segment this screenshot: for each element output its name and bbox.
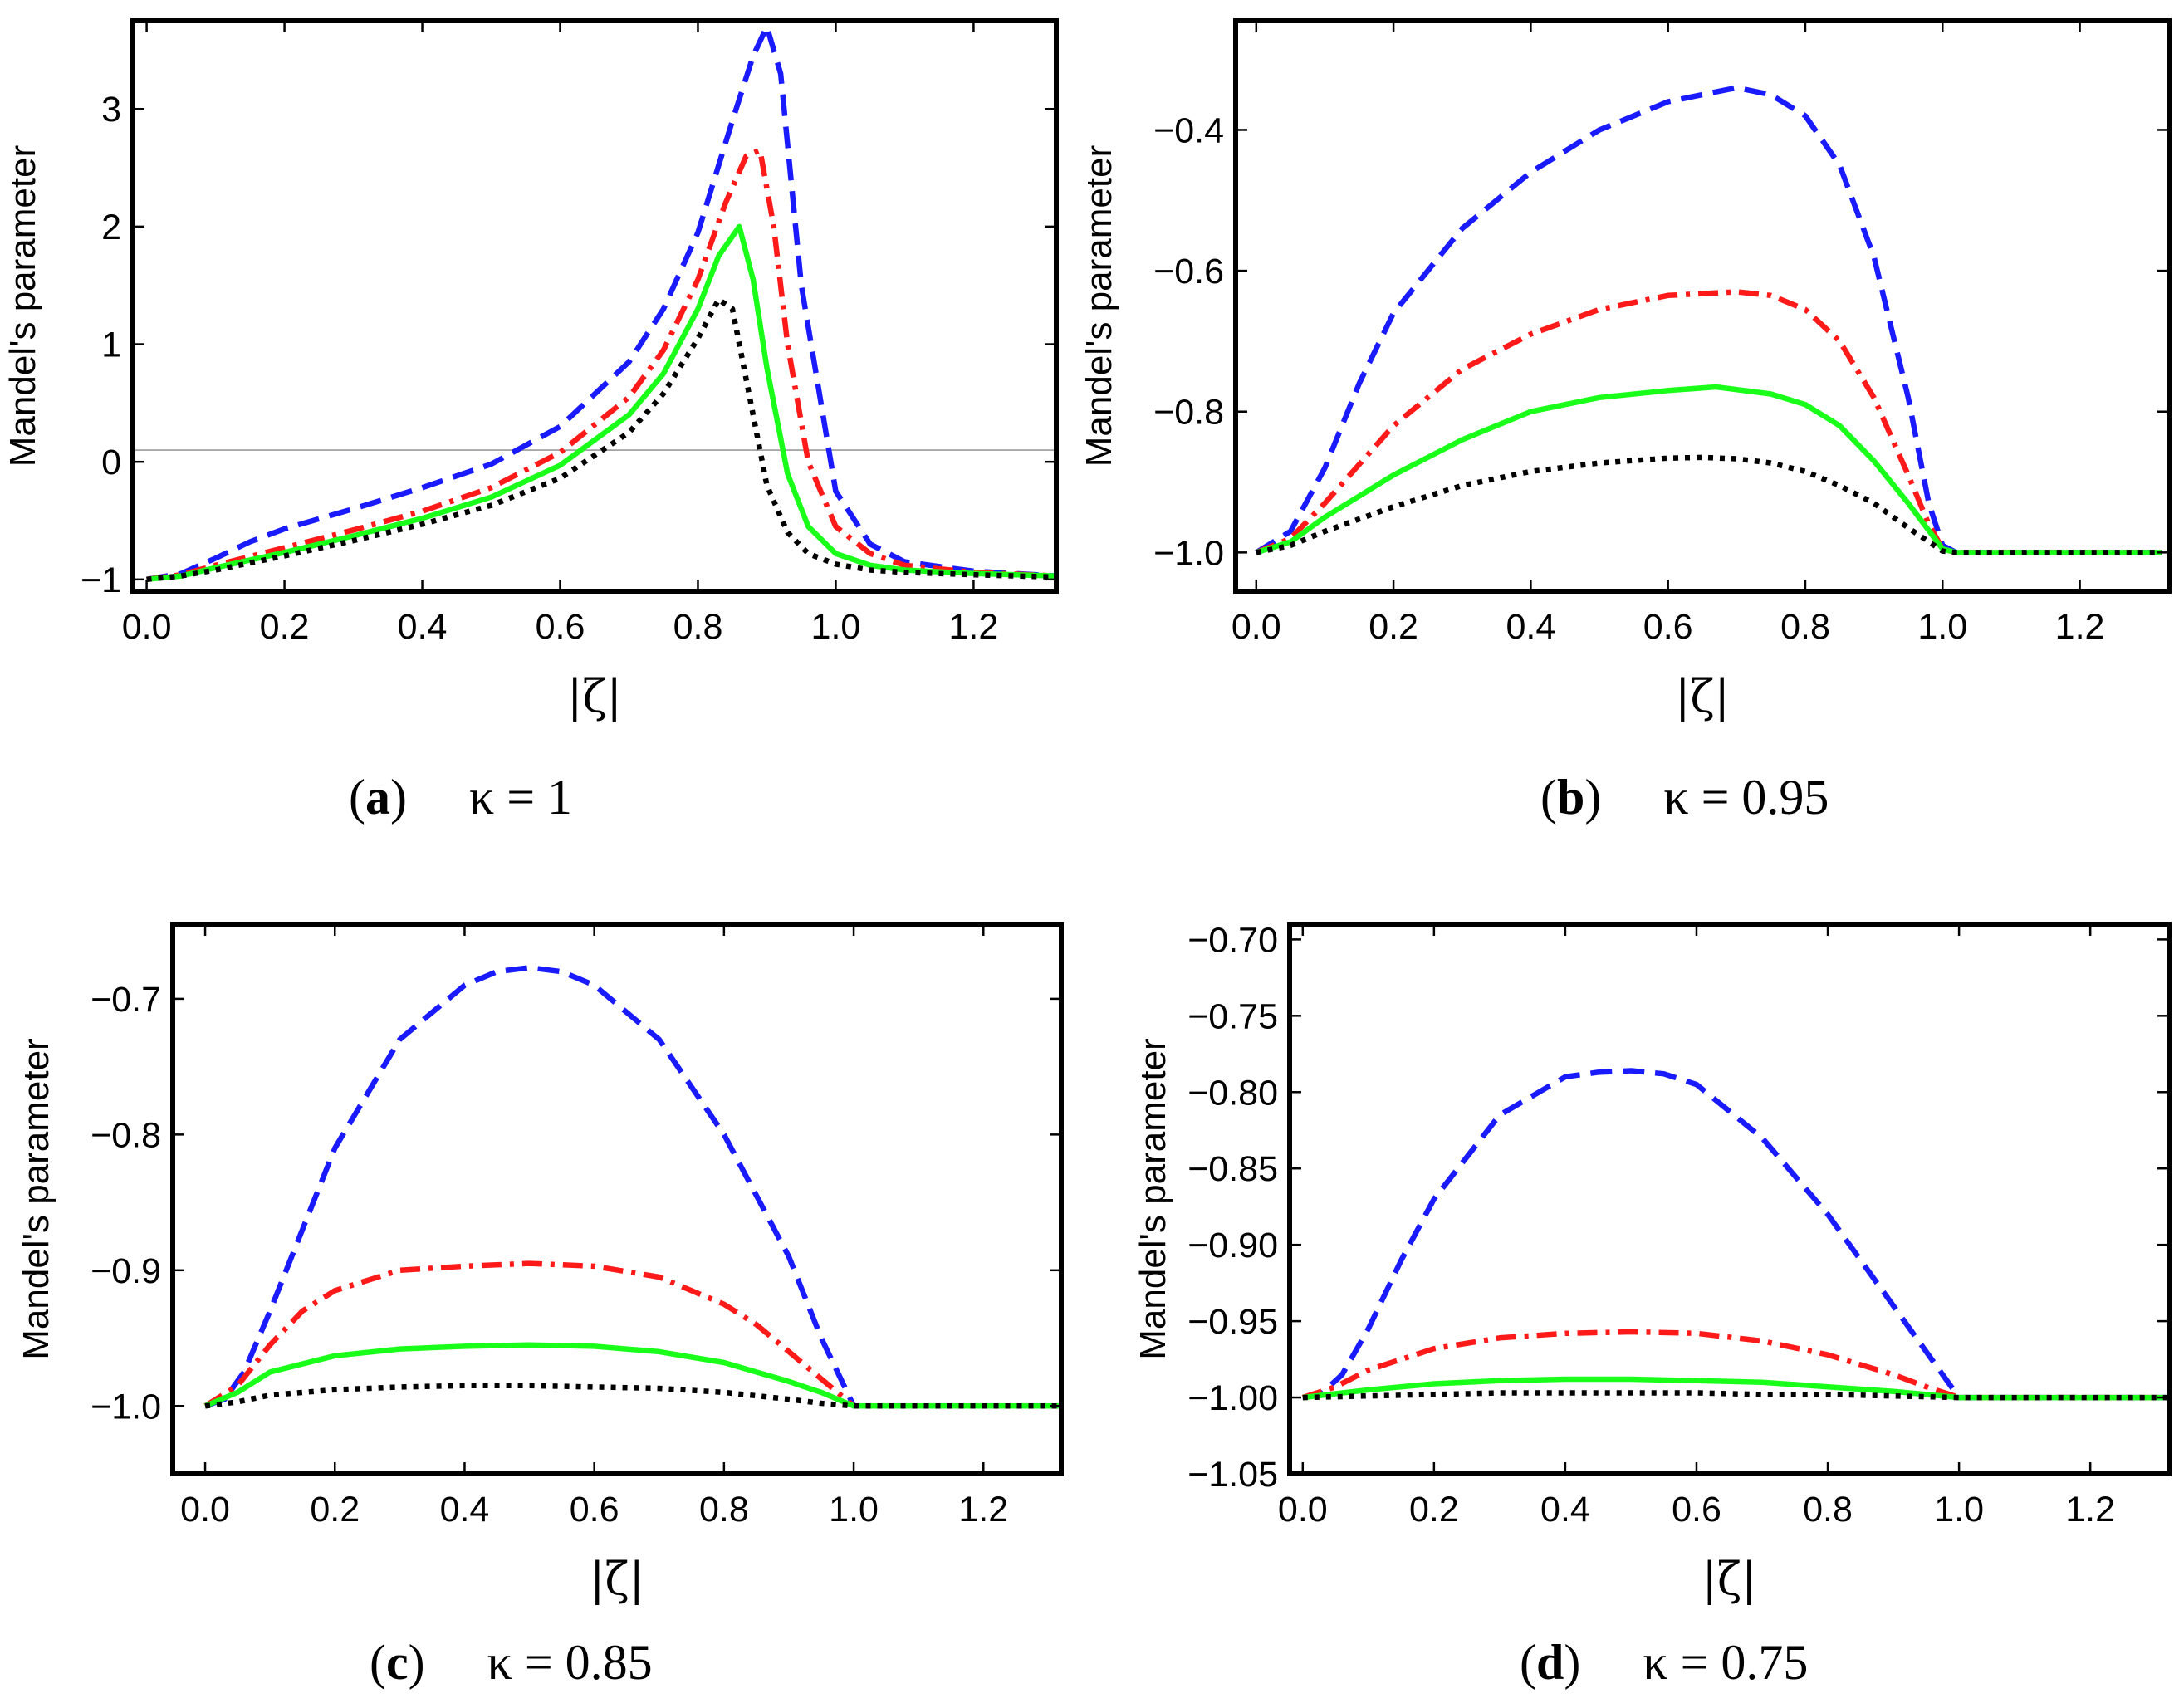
chart-panel-b: 0.0 0.2 0.4 0.6 0.8 1.0 1.2 −1.0 −0.8 −0.6 −0.4 |ζ|… (1079, 18, 2172, 825)
x-tick-label: 0.4 (1540, 1490, 1590, 1529)
y-tick-label: −0.75 (1187, 996, 1278, 1036)
y-tick-label: −0.7 (91, 980, 161, 1020)
y-tick-label: −0.85 (1187, 1149, 1278, 1189)
x-tick-label: 0.2 (1409, 1490, 1459, 1529)
x-tick-label: 0.0 (1278, 1490, 1328, 1529)
x-axis-title: |ζ| (1675, 670, 1730, 722)
x-tick-label: 0.6 (1672, 1490, 1721, 1529)
series-line-black-dotted (1256, 454, 2162, 555)
y-tick-label: −0.6 (1153, 252, 1224, 291)
x-tick-label: 0.4 (1506, 607, 1555, 647)
y-tick-label: −1.05 (1187, 1455, 1278, 1495)
x-tick-label: 1.0 (811, 607, 861, 647)
y-axis-title: Mandel's parameter (16, 1038, 56, 1359)
y-tick-label: −0.95 (1187, 1302, 1278, 1342)
series-group (1301, 1068, 2169, 1401)
caption-equation: κ = 0.85 (487, 1635, 653, 1690)
x-axis-title: |ζ| (590, 1553, 644, 1605)
x-tick-label: 1.0 (1934, 1490, 1984, 1529)
x-tick-label: 0.6 (536, 607, 585, 647)
y-tick-label: −0.9 (91, 1251, 161, 1291)
chart-panel-d: 0.0 0.2 0.4 0.6 0.8 1.0 1.2 −1.05 −1.00 −0.95 −0.9… (1133, 920, 2172, 1690)
chart-panel-c: 0.0 0.2 0.4 0.6 0.8 1.0 1.2 −1.0 −0.9 −0.8 −0.7 |ζ|… (16, 922, 1064, 1690)
x-tick-label: 0.6 (570, 1490, 619, 1529)
y-tick-label: −0.8 (1153, 393, 1224, 433)
y-tick-label: −0.70 (1187, 920, 1278, 960)
series-line-red-dashdot (203, 1260, 1061, 1409)
x-tick-label: 0.0 (1232, 607, 1281, 647)
series-group (146, 23, 1056, 583)
series-group (203, 965, 1061, 1409)
caption-letter: b (1557, 770, 1584, 825)
y-tick-label: −1.00 (1187, 1378, 1278, 1418)
x-tick-label: 0.2 (1369, 607, 1418, 647)
y-tick-label: 0 (101, 443, 121, 482)
x-tick-label: 0.0 (122, 607, 172, 647)
x-tick-label: 1.2 (958, 1490, 1008, 1529)
x-tick-label: 0.8 (1780, 607, 1830, 647)
x-tick-label: 0.4 (398, 607, 448, 647)
series-line-blue-dashed (146, 23, 1056, 583)
x-tick-label: 1.0 (1917, 607, 1967, 647)
series-line-blue-dashed (204, 965, 1061, 1409)
y-tick-label: −0.80 (1187, 1073, 1278, 1113)
caption-letter: d (1536, 1635, 1564, 1690)
y-axis-title: Mandel's parameter (2, 145, 43, 467)
y-tick-label: 2 (101, 208, 121, 247)
x-tick-label: 0.0 (180, 1490, 230, 1529)
x-axis-title: |ζ| (1702, 1553, 1757, 1605)
x-tick-label: 0.6 (1643, 607, 1693, 647)
y-tick-label: −1 (81, 560, 121, 600)
series-line-black-dotted (1302, 1390, 2169, 1401)
caption: (a) κ = 1 (349, 770, 572, 825)
x-tick-label: 1.2 (949, 607, 999, 647)
series-line-blue-dashed (1302, 1068, 2169, 1401)
x-tick-label: 0.4 (440, 1490, 490, 1529)
caption: (d) κ = 0.75 (1520, 1635, 1808, 1690)
y-tick-label: −1.0 (1153, 533, 1224, 573)
y-tick-label: 3 (101, 90, 121, 130)
caption-letter: c (386, 1635, 409, 1690)
series-line-black-dotted (146, 296, 1056, 583)
plot-frame (1233, 18, 2172, 594)
x-tick-label: 1.2 (2065, 1490, 2115, 1529)
caption-equation: κ = 0.75 (1643, 1635, 1808, 1690)
x-axis-title: |ζ| (567, 670, 622, 722)
series-line-green-solid (1255, 384, 2162, 555)
y-tick-label: −0.8 (91, 1115, 161, 1155)
caption: (c) κ = 0.85 (370, 1635, 653, 1690)
series-group (1255, 85, 2162, 555)
x-tick-label: 1.2 (2055, 607, 2105, 647)
y-tick-label: 1 (101, 325, 121, 365)
series-line-red-dashdot (146, 147, 1056, 583)
series-line-blue-dashed (1255, 85, 2162, 555)
caption-equation: κ = 1 (469, 770, 572, 825)
x-tick-label: 0.8 (1803, 1490, 1853, 1529)
y-tick-label: −0.90 (1187, 1226, 1278, 1265)
x-tick-label: 0.8 (699, 1490, 749, 1529)
y-tick-label: −0.4 (1153, 110, 1224, 150)
x-tick-label: 0.2 (260, 607, 310, 647)
series-line-black-dotted (204, 1383, 1061, 1409)
series-line-red-dashdot (1301, 1329, 2169, 1401)
series-line-red-dashdot (1255, 289, 2162, 555)
y-axis-title: Mandel's parameter (1133, 1038, 1173, 1359)
x-tick-label: 0.8 (673, 607, 723, 647)
plot-frame (130, 18, 1059, 594)
caption-letter: a (365, 770, 390, 825)
series-line-green-solid (203, 1342, 1061, 1409)
caption: (b) κ = 0.95 (1540, 770, 1829, 825)
plot-frame (170, 922, 1064, 1476)
y-axis-title: Mandel's parameter (1079, 145, 1119, 467)
series-line-green-solid (146, 223, 1056, 583)
x-tick-label: 1.0 (829, 1490, 879, 1529)
plot-frame (1287, 922, 2172, 1476)
chart-panel-a: 0.0 0.2 0.4 0.6 0.8 1.0 1.2 −1 0 1 2 3 |ζ| Mandel's p… (2, 18, 1059, 825)
y-tick-label: −1.0 (91, 1387, 161, 1427)
caption-equation: κ = 0.95 (1663, 770, 1829, 825)
x-tick-label: 0.2 (310, 1490, 360, 1529)
